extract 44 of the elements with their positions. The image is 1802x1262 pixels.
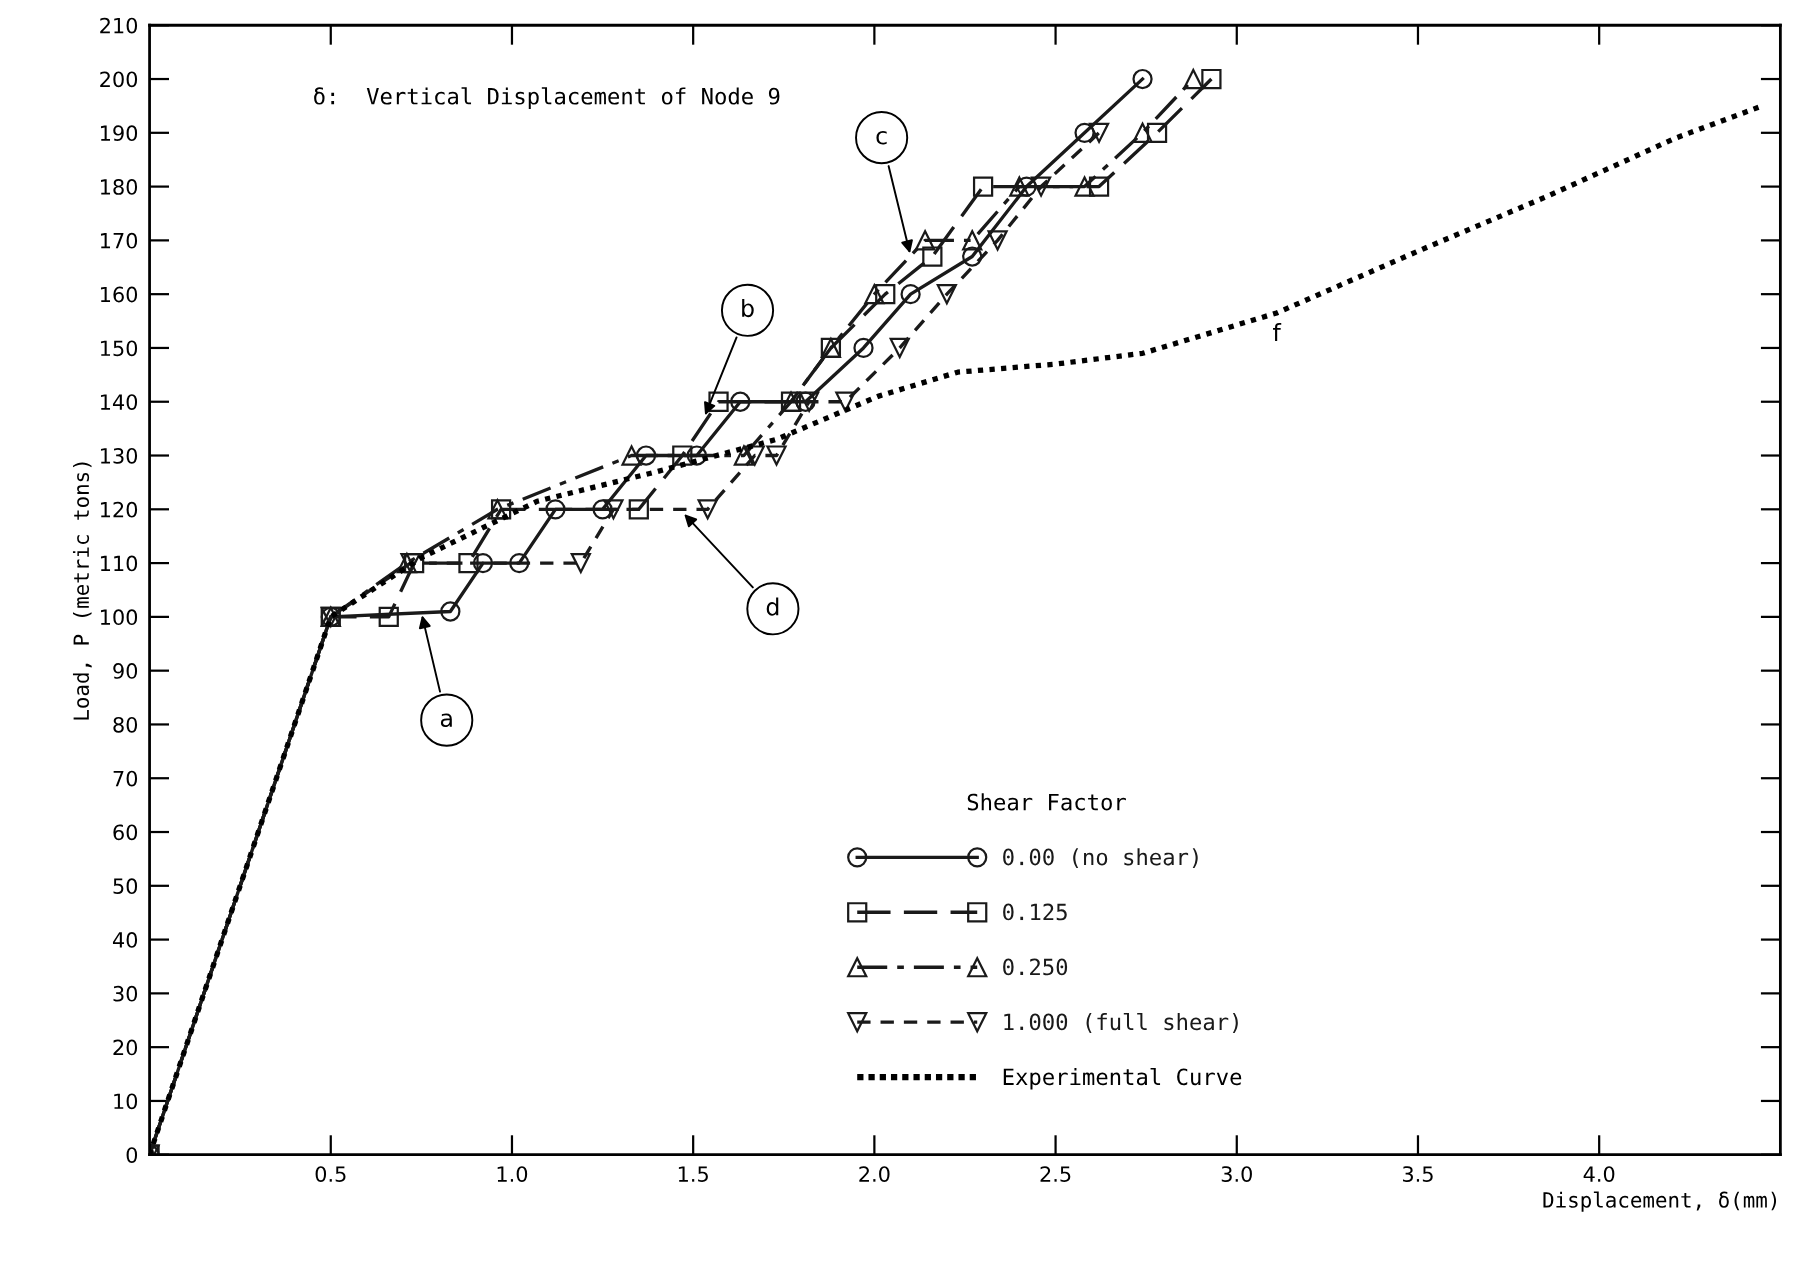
y-tick-label: 200 bbox=[100, 71, 138, 88]
y-tick-label: 210 bbox=[100, 17, 138, 34]
y-tick-label: 110 bbox=[100, 555, 138, 572]
y-tick-label: 140 bbox=[100, 394, 138, 410]
x-tick-label: 1.0 bbox=[497, 1166, 528, 1182]
y-tick-label: 120 bbox=[100, 501, 138, 518]
x-tick-label: 1.5 bbox=[678, 1166, 708, 1182]
y-tick-label: 160 bbox=[100, 286, 138, 303]
x-axis-title: Displacement, δ(mm) bbox=[1543, 1191, 1777, 1212]
x-tick-label: 4.0 bbox=[1583, 1166, 1615, 1182]
y-tick-label: 0 bbox=[126, 1147, 138, 1163]
y-tick-label: 90 bbox=[113, 663, 138, 679]
x-tick-label: 2.0 bbox=[859, 1166, 890, 1182]
x-tick-label: 3.5 bbox=[1403, 1166, 1433, 1182]
y-tick-label: 130 bbox=[100, 447, 138, 464]
legend-label: 1.000 (full shear) bbox=[1004, 1012, 1238, 1033]
y-tick-label: 150 bbox=[100, 340, 138, 357]
y-tick-label: 80 bbox=[113, 716, 138, 733]
y-tick-label: 100 bbox=[100, 609, 138, 626]
annotation: a bbox=[440, 713, 452, 727]
x-tick-label: 3.0 bbox=[1221, 1166, 1252, 1182]
y-tick-label: 190 bbox=[100, 125, 138, 142]
annotation: d bbox=[766, 597, 779, 616]
y-tick-label: 40 bbox=[112, 932, 138, 948]
annotation: c bbox=[876, 130, 887, 145]
y-tick-label: 50 bbox=[113, 878, 138, 895]
y-tick-label: 60 bbox=[113, 824, 138, 841]
y-axis-title: Load, P (metric tons) bbox=[72, 462, 92, 720]
y-tick-label: 20 bbox=[113, 1039, 138, 1056]
annotation: f bbox=[1273, 323, 1282, 342]
x-tick-label: 0.5 bbox=[315, 1166, 346, 1182]
legend-title: Shear Factor bbox=[967, 793, 1126, 811]
y-tick-label: 180 bbox=[100, 179, 138, 195]
y-tick-label: 170 bbox=[100, 232, 138, 249]
legend-label: 0.250 bbox=[1003, 958, 1068, 976]
y-tick-label: 10 bbox=[114, 1093, 138, 1110]
legend-label: 0.125 bbox=[1003, 903, 1067, 921]
annotation: b bbox=[742, 298, 754, 318]
x-tick-label: 2.5 bbox=[1040, 1166, 1071, 1182]
y-tick-label: 70 bbox=[113, 770, 138, 787]
legend-label: 0.00 (no shear) bbox=[1003, 848, 1198, 869]
y-tick-label: 30 bbox=[113, 985, 138, 1002]
annotation: δ: Vertical Displacement of Node 9 bbox=[314, 87, 780, 109]
text: Experimental Curve bbox=[1003, 1067, 1242, 1090]
